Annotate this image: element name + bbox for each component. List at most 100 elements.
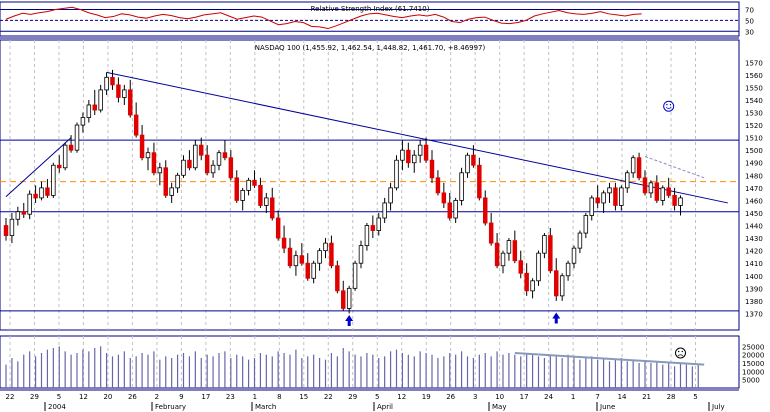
rsi-title: Relative Strength Index (61.7410) [311,5,430,13]
candle [459,172,464,201]
candle [74,124,80,151]
candle [145,152,151,159]
candle [98,89,103,111]
price-tick-label: 1520 [745,122,763,130]
up-arrow-icon [552,312,561,324]
candle [210,164,216,174]
candle [181,159,186,176]
volume-trendline [514,352,705,366]
candle [139,134,145,159]
candle [92,104,97,111]
price-tick-label: 1390 [745,285,763,293]
candle [453,200,458,219]
candle [358,245,364,264]
price-tick-label: 1530 [745,110,763,118]
candle [488,222,494,244]
candle [258,184,263,206]
x-tick-label: 5 [375,393,379,401]
trendline [5,137,72,198]
candle [506,240,512,254]
price-tick-label: 1410 [745,260,763,268]
candle [441,192,447,204]
candle [122,89,127,98]
candle [346,287,352,309]
candle [175,174,180,189]
x-tick-label: 21 [642,393,651,401]
candle [382,202,387,219]
candle [252,179,257,186]
candle [163,167,168,196]
candle [388,187,393,204]
candle [447,202,452,219]
x-month-label: 2004 [48,403,66,411]
candle [471,154,476,166]
candle [323,242,328,252]
x-tick-label: 17 [201,393,210,401]
candle [518,260,523,274]
candle [110,76,115,86]
x-month-label: June [599,403,615,411]
x-tick-label: 14 [618,393,627,401]
candle [678,197,683,206]
candle [57,164,62,169]
candle [3,225,9,236]
x-tick-label: 5 [693,393,697,401]
candle [630,157,636,174]
candle [157,167,163,174]
candle [583,215,589,234]
candle [193,144,198,169]
rsi-series: 30 50 70 [0,6,754,36]
smiley-eye [669,104,672,106]
price-tick-label: 1570 [745,59,763,67]
smiley-icon [663,100,675,112]
candle [216,152,222,166]
x-tick-label: 8 [277,393,281,401]
candle [45,187,50,196]
volume-tick-label: 15000 [742,360,764,368]
candle [542,235,547,254]
candle [270,197,275,219]
candle [370,225,376,231]
volume-tick-label: 25000 [742,343,764,351]
candle [435,177,441,194]
x-tick-label: 20 [103,393,112,401]
price-tick-label: 1420 [745,248,763,256]
x-tick-label: 15 [299,393,308,401]
x-month-label: February [155,403,186,411]
candle [666,187,671,196]
x-tick-label: 23 [226,393,235,401]
frowny-mouth [677,354,684,357]
x-month-label: March [255,403,276,411]
smiley-mouth [665,106,672,109]
price-tick-label: 1450 [745,210,763,218]
volume-tick-label: 20000 [742,352,764,360]
volume-panel [0,335,740,389]
candle [565,262,571,277]
candle [39,187,44,199]
x-tick-label: 17 [520,393,529,401]
x-month-label: April [377,403,393,411]
rsi-tick-label: 30 [745,28,754,36]
x-tick-label: 1 [253,393,257,401]
price-tick-label: 1550 [745,84,763,92]
candle [275,217,281,239]
x-tick-label: 29 [30,393,39,401]
candle [530,280,535,292]
candle [341,290,346,309]
candle [613,187,618,206]
candle [400,149,405,161]
candle [417,144,423,156]
candle [601,192,606,204]
x-month-label: May [492,403,506,411]
candle [595,197,600,204]
candle [228,157,234,179]
x-tick-label: 12 [397,393,406,401]
candle [80,117,86,126]
x-tick-label: 10 [495,393,504,401]
candle [9,218,15,236]
candle [264,197,269,206]
price-tick-label: 1400 [745,273,763,281]
candle [51,164,56,196]
candle [465,154,470,174]
x-tick-label: 29 [348,393,357,401]
